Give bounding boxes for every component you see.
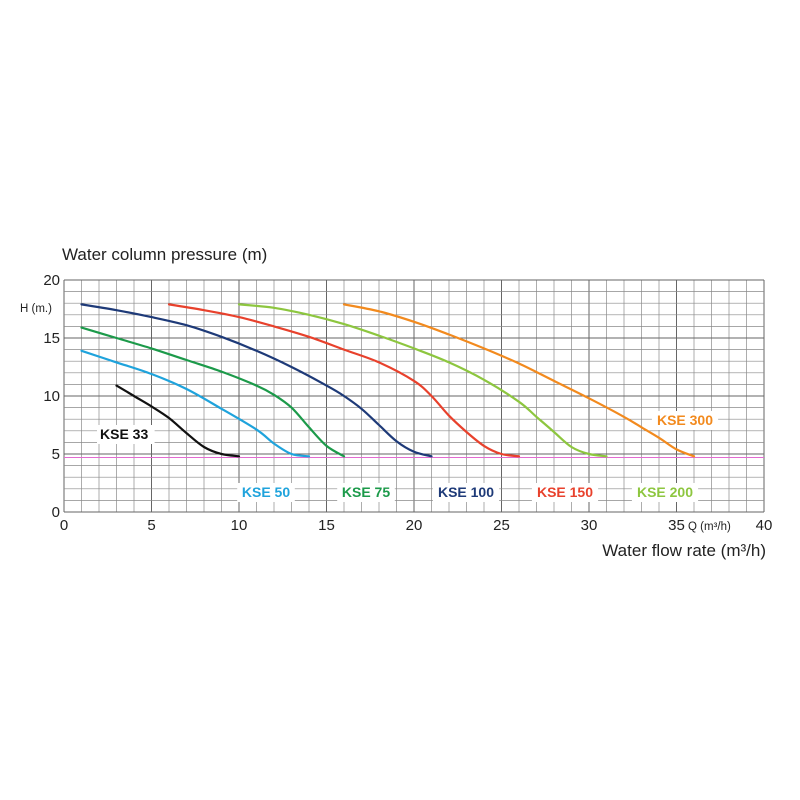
series-label-bg-kse-100 (432, 483, 500, 502)
x-unit-label: Q (m³/h) (688, 521, 731, 533)
x-tick-labels: 0 5 10 15 20 25 30 35 40 (60, 517, 773, 534)
series-label-bg-kse-200 (631, 483, 699, 502)
series-label-bg-kse-33 (97, 425, 155, 444)
y-tick-label: 0 (52, 504, 60, 521)
series-line-kse-75 (80, 326, 346, 458)
x-tick-label: 30 (581, 517, 598, 534)
series-line-kse-50 (80, 349, 311, 458)
grid (63, 279, 765, 513)
series-label-kse-75: KSE 75 (342, 484, 390, 500)
x-tick-label: 40 (756, 517, 773, 534)
chart-title: Water column pressure (m) (62, 245, 267, 264)
series-label-kse-100: KSE 100 (438, 484, 494, 500)
series-line-kse-150 (167, 303, 521, 458)
y-tick-label: 5 (52, 446, 60, 463)
series-label-kse-150: KSE 150 (537, 484, 593, 500)
series-label-bg-kse-150 (531, 483, 599, 502)
series-label-bg-kse-50 (237, 483, 295, 502)
y-tick-label: 10 (43, 388, 60, 405)
series-label-kse-300: KSE 300 (657, 412, 713, 428)
series-label-kse-33: KSE 33 (100, 426, 148, 442)
y-tick-label: 15 (43, 330, 60, 347)
series-label-bg-kse-300 (651, 411, 719, 430)
y-axis-label: H (m.) (20, 303, 52, 315)
series-label-bg-kse-75 (337, 483, 395, 502)
series-group (80, 303, 696, 458)
y-tick-labels: 0 5 10 15 20 (43, 272, 60, 521)
series-label-kse-50: KSE 50 (242, 484, 290, 500)
x-tick-label: 10 (231, 517, 248, 534)
y-tick-label: 20 (43, 272, 60, 289)
series-line-kse-200 (237, 303, 608, 458)
x-tick-label: 25 (493, 517, 510, 534)
x-tick-label: 0 (60, 517, 68, 534)
x-tick-label: 5 (147, 517, 155, 534)
series-line-kse-33 (115, 384, 241, 458)
series-labels: KSE 33 KSE 50 KSE 75 KSE 100 KSE 150 KSE 200 K… (97, 411, 719, 502)
x-tick-label: 15 (318, 517, 335, 534)
series-line-kse-300 (342, 303, 696, 458)
x-axis-label: Water flow rate (m³/h) (602, 541, 766, 560)
series-label-kse-200: KSE 200 (637, 484, 693, 500)
x-tick-label: 35 (668, 517, 685, 534)
series-line-kse-100 (80, 303, 433, 458)
x-tick-label: 20 (406, 517, 423, 534)
